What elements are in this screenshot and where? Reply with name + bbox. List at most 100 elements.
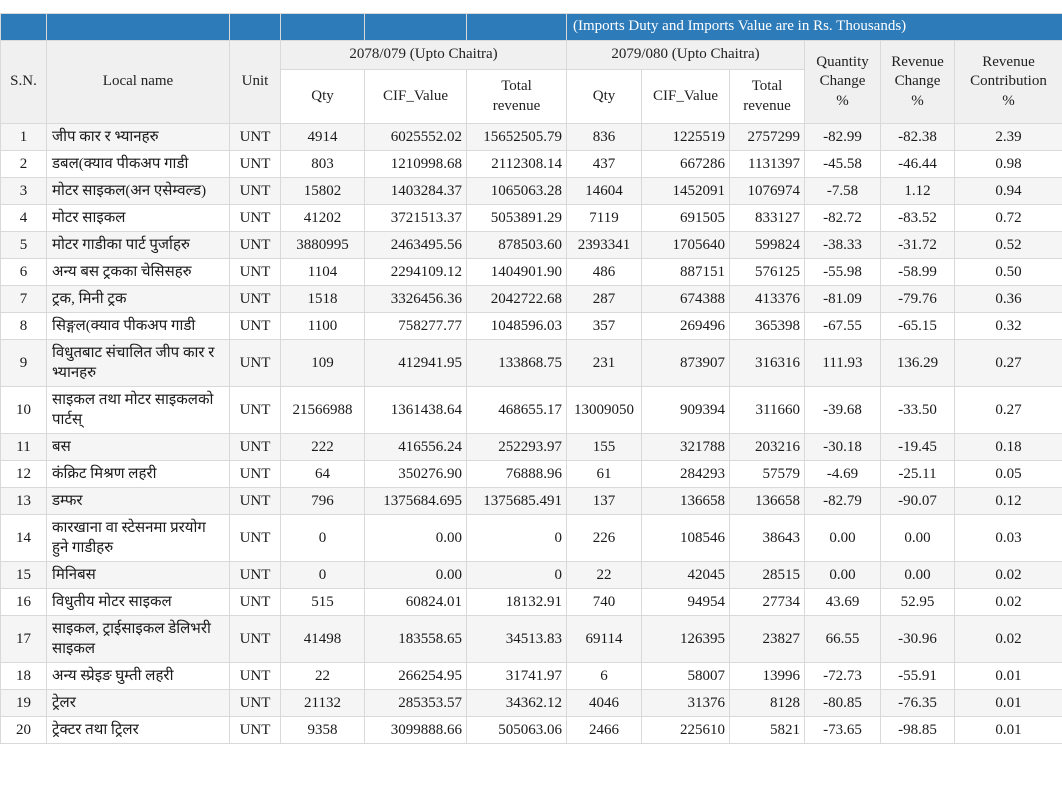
- cell-local-name: विधुतीय मोटर साइकल: [46, 588, 230, 616]
- cell-revenue-contribution: 0.32: [954, 312, 1062, 340]
- cell-cif-2078: 3721513.37: [364, 204, 467, 232]
- table-row: 12 कंक्रिट मिश्रण लहरी UNT 64 350276.90 76888…: [0, 460, 1062, 488]
- cell-local-name: डम्फर: [46, 487, 230, 515]
- cell-sn: 19: [0, 689, 47, 717]
- col-header-qty-2079: Qty: [566, 69, 642, 124]
- cell-quantity-change: -55.98: [804, 258, 881, 286]
- table-row: 5 मोटर गाडीका पार्ट पुर्जाहरु UNT 3880995 24…: [0, 231, 1062, 259]
- units-note: (Imports Duty and Imports Value are in R…: [566, 13, 1062, 41]
- cell-unit: UNT: [229, 433, 281, 461]
- cell-cif-2079: 126395: [641, 615, 730, 663]
- cell-cif-2078: 60824.01: [364, 588, 467, 616]
- col-group-2079-080: 2079/080 (Upto Chaitra): [566, 40, 805, 70]
- cell-revenue-2079: 203216: [729, 433, 805, 461]
- cell-revenue-2078: 0: [466, 514, 567, 562]
- cell-revenue-contribution: 0.02: [954, 615, 1062, 663]
- cell-sn: 16: [0, 588, 47, 616]
- cell-cif-2079: 42045: [641, 561, 730, 589]
- table-row: 19 ट्रेलर UNT 21132 285353.57 34362.12 4046 313…: [0, 689, 1062, 717]
- table-row: 10 साइकल तथा मोटर साइकलको पार्टस् UNT 21566…: [0, 386, 1062, 434]
- cell-quantity-change: -72.73: [804, 662, 881, 690]
- cell-revenue-change: -98.85: [880, 716, 955, 744]
- imports-table: (Imports Duty and Imports Value are in R…: [0, 13, 1062, 744]
- cell-sn: 20: [0, 716, 47, 744]
- banner-spacer-cell: [280, 13, 365, 41]
- cell-revenue-change: -58.99: [880, 258, 955, 286]
- cell-quantity-change: -4.69: [804, 460, 881, 488]
- cell-qty-2078: 41202: [280, 204, 365, 232]
- cell-qty-2078: 515: [280, 588, 365, 616]
- cell-unit: UNT: [229, 460, 281, 488]
- banner-spacer-cell: [0, 13, 47, 41]
- cell-cif-2078: 3099888.66: [364, 716, 467, 744]
- cell-unit: UNT: [229, 123, 281, 151]
- banner-spacer-cell: [229, 13, 281, 41]
- cell-cif-2078: 266254.95: [364, 662, 467, 690]
- cell-local-name: कंक्रिट मिश्रण लहरी: [46, 460, 230, 488]
- cell-cif-2079: 31376: [641, 689, 730, 717]
- cell-revenue-change: 136.29: [880, 339, 955, 387]
- cell-cif-2078: 1375684.695: [364, 487, 467, 515]
- cell-revenue-contribution: 0.98: [954, 150, 1062, 178]
- cell-cif-2079: 269496: [641, 312, 730, 340]
- cell-revenue-contribution: 0.94: [954, 177, 1062, 205]
- cell-revenue-change: 0.00: [880, 561, 955, 589]
- cell-revenue-contribution: 0.02: [954, 588, 1062, 616]
- cell-cif-2078: 0.00: [364, 514, 467, 562]
- cell-local-name: ट्रेलर: [46, 689, 230, 717]
- cell-cif-2079: 1452091: [641, 177, 730, 205]
- cell-qty-2078: 1104: [280, 258, 365, 286]
- cell-cif-2079: 136658: [641, 487, 730, 515]
- cell-revenue-change: -65.15: [880, 312, 955, 340]
- cell-unit: UNT: [229, 588, 281, 616]
- cell-qty-2079: 13009050: [566, 386, 642, 434]
- cell-sn: 2: [0, 150, 47, 178]
- cell-qty-2078: 22: [280, 662, 365, 690]
- banner-spacer-cell: [466, 13, 567, 41]
- col-header-revenue-2078: Total revenue: [466, 69, 567, 124]
- cell-revenue-2078: 76888.96: [466, 460, 567, 488]
- cell-qty-2078: 41498: [280, 615, 365, 663]
- cell-unit: UNT: [229, 258, 281, 286]
- cell-cif-2078: 0.00: [364, 561, 467, 589]
- cell-cif-2079: 909394: [641, 386, 730, 434]
- table-body: 1 जीप कार र भ्यानहरु UNT 4914 6025552.02 1565…: [0, 123, 1062, 744]
- cell-sn: 4: [0, 204, 47, 232]
- table-row: 9 विधुतबाट संचालित जीप कार र भ्यानहरु UNT 1…: [0, 339, 1062, 387]
- cell-cif-2079: 691505: [641, 204, 730, 232]
- cell-qty-2078: 0: [280, 514, 365, 562]
- cell-qty-2078: 803: [280, 150, 365, 178]
- cell-qty-2078: 109: [280, 339, 365, 387]
- cell-local-name: मोटर साइकल(अन एसेम्वल्ड): [46, 177, 230, 205]
- cell-unit: UNT: [229, 150, 281, 178]
- table-row: 4 मोटर साइकल UNT 41202 3721513.37 5053891.29 7…: [0, 204, 1062, 232]
- cell-quantity-change: 0.00: [804, 561, 881, 589]
- cell-unit: UNT: [229, 177, 281, 205]
- cell-revenue-change: -33.50: [880, 386, 955, 434]
- col-header-cif-2079: CIF_Value: [641, 69, 730, 124]
- cell-cif-2079: 321788: [641, 433, 730, 461]
- cell-qty-2079: 437: [566, 150, 642, 178]
- cell-unit: UNT: [229, 716, 281, 744]
- cell-cif-2079: 58007: [641, 662, 730, 690]
- cell-qty-2079: 61: [566, 460, 642, 488]
- cell-qty-2078: 21132: [280, 689, 365, 717]
- cell-revenue-2079: 2757299: [729, 123, 805, 151]
- cell-revenue-2079: 576125: [729, 258, 805, 286]
- cell-cif-2079: 108546: [641, 514, 730, 562]
- cell-revenue-2079: 23827: [729, 615, 805, 663]
- cell-revenue-2079: 57579: [729, 460, 805, 488]
- cell-qty-2079: 836: [566, 123, 642, 151]
- cell-revenue-change: -90.07: [880, 487, 955, 515]
- cell-qty-2079: 137: [566, 487, 642, 515]
- cell-revenue-contribution: 0.01: [954, 689, 1062, 717]
- col-header-revenue-contribution: Revenue Contribution %: [954, 40, 1062, 124]
- cell-local-name: ट्रक, मिनी ट्रक: [46, 285, 230, 313]
- cell-cif-2078: 2294109.12: [364, 258, 467, 286]
- cell-quantity-change: -82.72: [804, 204, 881, 232]
- cell-qty-2078: 15802: [280, 177, 365, 205]
- table-row: 7 ट्रक, मिनी ट्रक UNT 1518 3326456.36 2042722…: [0, 285, 1062, 313]
- cell-revenue-2079: 27734: [729, 588, 805, 616]
- cell-revenue-change: -82.38: [880, 123, 955, 151]
- cell-unit: UNT: [229, 662, 281, 690]
